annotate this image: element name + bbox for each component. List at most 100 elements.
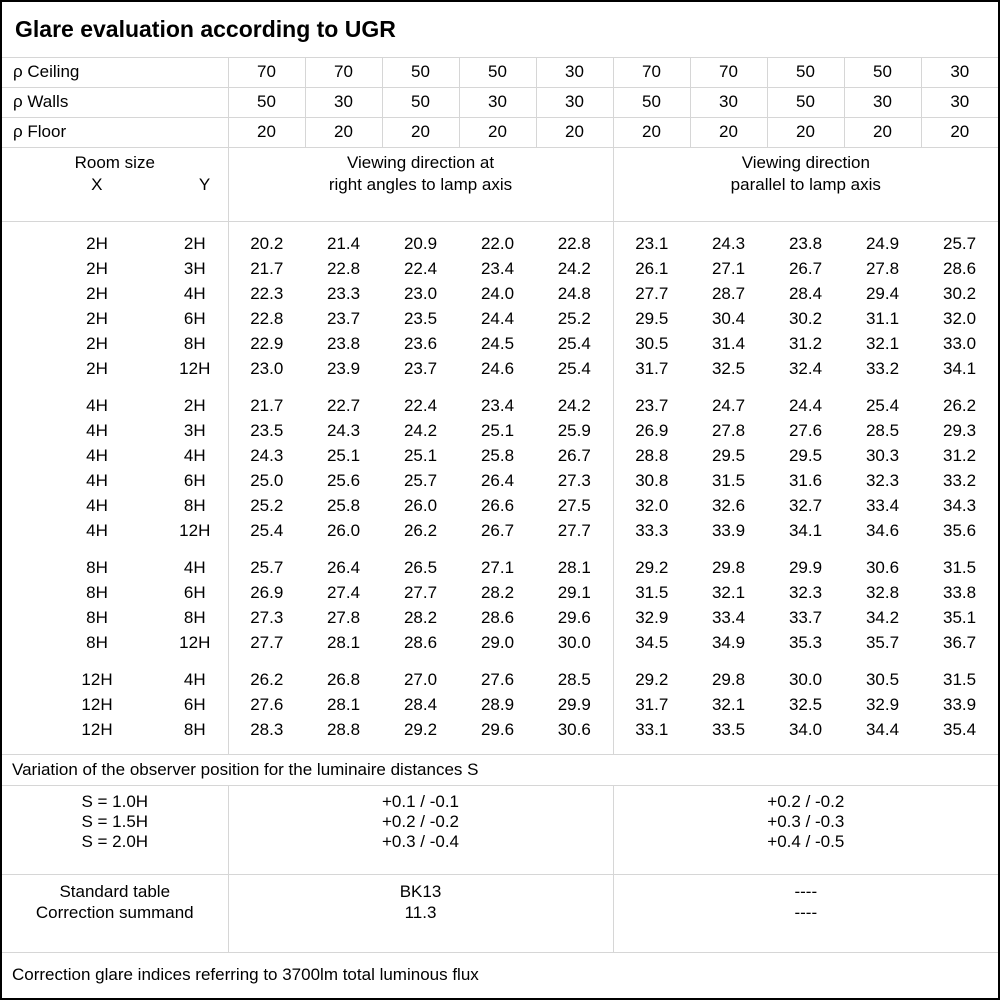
ugr-value: 22.3 [250, 283, 284, 303]
ugr-value: 21.4 [326, 233, 361, 253]
ugr-data-row: 4H 8H 25.2 25.8 26.0 26.6 27.5 32.0 32.6 32.7 33.4… [2, 493, 998, 518]
spacer-cell [613, 543, 998, 555]
ugr-value: 28.7 [711, 283, 746, 303]
title-section: Glare evaluation according to UGR [2, 2, 998, 58]
ugr-value: 25.1 [480, 420, 515, 440]
ugr-value: 25.0 [250, 470, 284, 490]
ugr-value: 25.4 [536, 331, 614, 356]
ugr-value: 27.7 [635, 283, 669, 303]
ugr-value: 32.9 [865, 694, 900, 714]
ugr-value: 23.1 [635, 233, 669, 253]
room-size-y: 8H [162, 605, 229, 630]
reflectance-value: 30 [921, 87, 998, 118]
room-size-x: 4H [86, 470, 108, 490]
ugr-value: 33.9 [711, 520, 746, 540]
reflectance-value: 50 [844, 57, 922, 88]
reflectance-value: 30 [305, 87, 383, 118]
spacer-row [2, 381, 998, 393]
ugr-value: 29.1 [536, 580, 614, 605]
variation-note-section: Variation of the observer position for t… [2, 754, 998, 786]
ugr-data-row: 2H 6H 22.8 23.7 23.5 24.4 25.2 29.5 30.4 30.2 31.1… [2, 306, 998, 331]
ugr-value: 22.4 [403, 258, 438, 278]
ugr-value: 28.4 [788, 283, 823, 303]
ugr-value: 23.6 [403, 333, 438, 353]
ugr-value: 29.8 [711, 557, 746, 577]
ugr-value: 33.0 [943, 333, 977, 353]
ugr-value: 23.7 [326, 308, 361, 328]
ugr-data-row: 2H 2H 20.2 21.4 20.9 22.0 22.8 23.1 24.3 23.8 24.9… [2, 231, 998, 256]
ugr-value: 30.2 [943, 283, 977, 303]
reflectance-value: 50 [613, 87, 691, 118]
variation-labels: S = 1.0H S = 1.5H S = 2.0H [2, 786, 227, 852]
ugr-data-row: 4H 6H 25.0 25.6 25.7 26.4 27.3 30.8 31.5 31.6 32.3… [2, 468, 998, 493]
ugr-value: 34.5 [635, 632, 669, 652]
variation-row-parallel-value: +0.3 / -0.3 [767, 811, 845, 831]
ugr-data-row: 8H 8H 27.3 27.8 28.2 28.6 29.6 32.9 33.4 33.7 34.2… [2, 605, 998, 630]
room-size-y: 6H [162, 468, 229, 493]
ugr-value: 33.7 [788, 607, 823, 627]
ugr-value: 26.5 [403, 557, 438, 577]
reflectance-value: 50 [228, 87, 306, 118]
ugr-value: 24.0 [480, 283, 515, 303]
ugr-value: 24.3 [250, 445, 284, 465]
ugr-value: 23.8 [788, 233, 823, 253]
ugr-value: 24.9 [865, 233, 900, 253]
ugr-value: 25.4 [536, 356, 614, 381]
variation-row-parallel-value: +0.2 / -0.2 [767, 791, 845, 811]
ugr-value: 31.5 [943, 557, 977, 577]
room-size-x: 4H [86, 445, 108, 465]
variation-note: Variation of the observer position for t… [2, 754, 998, 786]
reflectance-value: 30 [921, 57, 998, 88]
variation-row-label: S = 1.0H [81, 791, 149, 811]
variation-labels-cell: S = 1.0H S = 1.5H S = 2.0H [2, 785, 229, 875]
ugr-value: 23.3 [326, 283, 361, 303]
ugr-value: 29.3 [943, 420, 977, 440]
ugr-value: 26.9 [635, 420, 669, 440]
ugr-value: 35.6 [943, 520, 977, 540]
ugr-value: 27.1 [711, 258, 746, 278]
ugr-data-row: 12H 6H 27.6 28.1 28.4 28.9 29.9 31.7 32.1 32.5 32.… [2, 692, 998, 717]
room-size-x: 8H [86, 557, 108, 577]
ugr-value: 36.7 [943, 632, 977, 652]
ugr-value: 22.0 [480, 233, 515, 253]
reflectance-value: 20 [767, 117, 845, 148]
ugr-value: 34.1 [943, 358, 977, 378]
reflectance-value: 20 [228, 117, 306, 148]
reflectance-value: 50 [382, 87, 460, 118]
variation-section: S = 1.0H S = 1.5H S = 2.0H +0.1 / -0.1 +0.2… [2, 785, 998, 875]
room-size-x: 2H [86, 233, 108, 253]
ugr-value: 25.7 [403, 470, 438, 490]
ugr-value: 25.1 [403, 445, 438, 465]
reflectance-row: ρ Walls 50 30 50 30 30 50 30 50 30 30 [2, 87, 998, 118]
ugr-value: 31.2 [943, 445, 977, 465]
spacer-cell [613, 381, 998, 393]
ugr-value: 24.2 [536, 393, 614, 418]
ugr-value: 33.1 [635, 719, 669, 739]
reflectance-value: 50 [382, 57, 460, 88]
reflectance-value: 70 [613, 57, 691, 88]
variation-note-row: Variation of the observer position for t… [2, 754, 998, 786]
ugr-value: 23.5 [250, 420, 284, 440]
ugr-value: 25.4 [250, 520, 284, 540]
ugr-value: 27.0 [403, 669, 438, 689]
room-size-y: 3H [162, 418, 229, 443]
spacer-cell [228, 655, 614, 667]
ugr-value: 26.7 [480, 520, 515, 540]
ugr-data-row: 12H 4H 26.2 26.8 27.0 27.6 28.5 29.2 29.8 30.0 30.… [2, 667, 998, 692]
room-size-x: 2H [86, 283, 108, 303]
ugr-value: 32.1 [711, 582, 746, 602]
group-header-right-angles: Viewing direction at right angles to lam… [227, 147, 613, 222]
ugr-value: 30.6 [865, 557, 900, 577]
spacer-cell [2, 381, 229, 393]
ugr-value: 27.7 [536, 518, 614, 543]
ugr-value: 31.7 [635, 358, 669, 378]
spacer-row [2, 543, 998, 555]
ugr-value: 32.3 [788, 582, 823, 602]
ugr-value: 31.1 [865, 308, 900, 328]
ugr-value: 24.2 [536, 256, 614, 281]
ugr-value: 35.3 [788, 632, 823, 652]
ugr-value: 34.2 [865, 607, 900, 627]
ugr-value: 33.4 [711, 607, 746, 627]
